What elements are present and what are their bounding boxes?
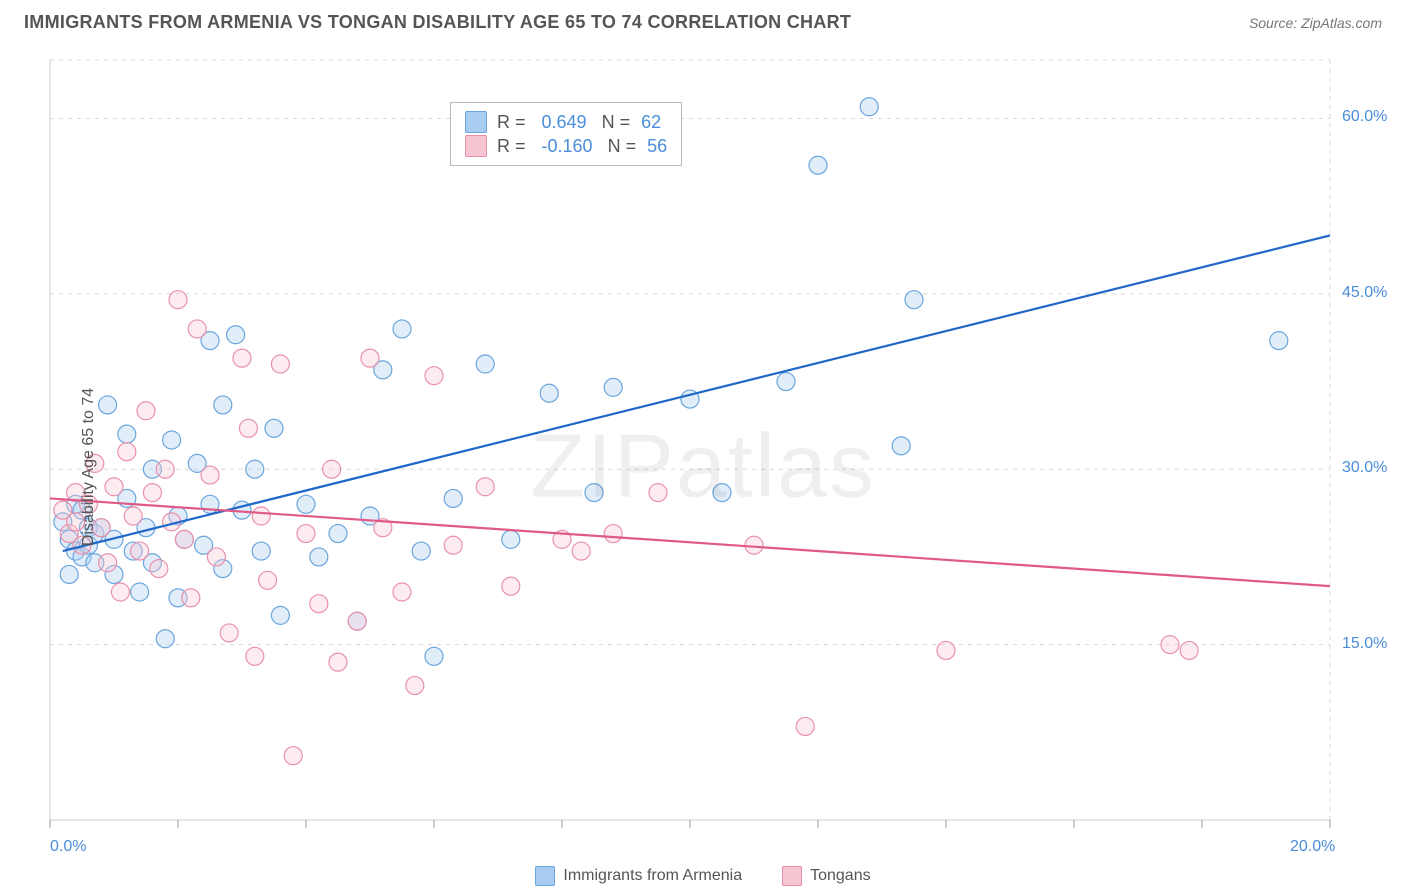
y-tick-label: 60.0% <box>1342 108 1387 126</box>
x-tick-label: 20.0% <box>1290 838 1335 856</box>
correlation-legend: R = 0.649 N = 62 R = -0.160 N = 56 <box>450 102 682 166</box>
chart-title: IMMIGRANTS FROM ARMENIA VS TONGAN DISABI… <box>24 12 851 33</box>
header: IMMIGRANTS FROM ARMENIA VS TONGAN DISABI… <box>0 0 1406 41</box>
y-tick-label: 45.0% <box>1342 284 1387 302</box>
legend-series-item: Immigrants from Armenia <box>535 866 742 886</box>
legend-stat-text: R = 0.649 N = 62 <box>497 112 661 133</box>
legend-swatch <box>465 111 487 133</box>
y-tick-label: 30.0% <box>1342 459 1387 477</box>
series-legend: Immigrants from Armenia Tongans <box>0 866 1406 886</box>
source-attribution: Source: ZipAtlas.com <box>1249 15 1382 31</box>
legend-series-label: Tongans <box>810 867 871 885</box>
legend-series-item: Tongans <box>782 866 871 886</box>
legend-swatch <box>782 866 802 886</box>
legend-correlation-row: R = 0.649 N = 62 <box>465 111 667 133</box>
legend-correlation-row: R = -0.160 N = 56 <box>465 135 667 157</box>
legend-stat-text: R = -0.160 N = 56 <box>497 136 667 157</box>
legend-swatch <box>535 866 555 886</box>
scatter-chart <box>0 42 1406 892</box>
y-tick-label: 15.0% <box>1342 635 1387 653</box>
legend-series-label: Immigrants from Armenia <box>563 867 742 885</box>
x-tick-label: 0.0% <box>50 838 86 856</box>
legend-swatch <box>465 135 487 157</box>
y-axis-label: Disability Age 65 to 74 <box>80 388 98 546</box>
chart-container: Disability Age 65 to 74 ZIPatlas R = 0.6… <box>0 42 1406 892</box>
